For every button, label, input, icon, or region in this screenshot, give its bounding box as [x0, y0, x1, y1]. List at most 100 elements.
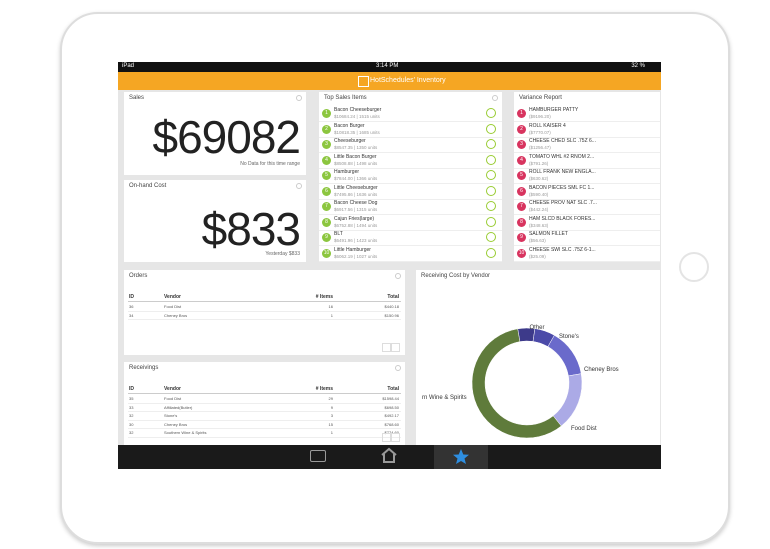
rank-badge: 9: [517, 233, 526, 242]
pager-button[interactable]: [391, 433, 400, 442]
donut-slice: [552, 373, 583, 427]
table-cell: $492.17: [384, 413, 399, 419]
column-header: Vendor: [164, 386, 181, 392]
info-icon[interactable]: [486, 185, 496, 196]
favorites-tab[interactable]: [434, 445, 488, 469]
list-row: 5 ROLL FRANK NEW ENGLA... ($630.62): [514, 168, 660, 184]
table-cell: 35: [129, 396, 134, 401]
item-name: Cheeseburger: [334, 138, 366, 144]
home-tab[interactable]: [380, 447, 398, 463]
panel-title: Top Sales Items: [324, 95, 367, 101]
list-row: 9 SALMON FILLET ($56.63): [514, 230, 660, 246]
column-header: ID: [129, 294, 134, 300]
on-hand-panel: On-hand Cost $833 Yesterday $833: [124, 180, 306, 262]
panel-title: Orders: [129, 273, 148, 279]
list-row: 3 Cheeseburger $8547.35 | 1350 units: [319, 137, 502, 153]
rank-badge: 10: [322, 248, 331, 258]
pager-button[interactable]: [382, 433, 391, 442]
info-icon[interactable]: [486, 154, 496, 165]
receivings-panel: Receivings ID Vendor # Items Total 35 Food Di…: [124, 362, 405, 445]
star-icon: [453, 449, 469, 464]
top-sales-panel: Top Sales Items 1 Bacon Cheeseburger $1068…: [319, 92, 502, 262]
orders-panel: Orders ID Vendor # Items Total 36 Food Dist 16…: [124, 270, 405, 355]
item-detail: ($1256.47): [529, 145, 551, 150]
settings-icon[interactable]: [395, 273, 401, 279]
info-icon[interactable]: [486, 170, 496, 180]
pager-button[interactable]: [382, 343, 391, 352]
list-row: 6 Little Cheeseburger $7495.86 | 1636 unit…: [319, 184, 502, 200]
camera-tab[interactable]: [310, 450, 326, 462]
column-header: ID: [129, 386, 134, 392]
item-detail: $6062.19 | 1027 units: [334, 253, 378, 259]
list-row: 9 BLT $6491.96 | 1423 units: [319, 230, 502, 246]
info-icon[interactable]: [486, 123, 496, 134]
info-icon[interactable]: [486, 139, 496, 149]
info-icon[interactable]: [486, 201, 496, 211]
info-icon[interactable]: [486, 247, 496, 258]
item-detail: ($348.63): [529, 222, 549, 228]
row-rule: [128, 310, 401, 312]
table-cell: 16: [328, 304, 333, 309]
panel-title: Receivings: [129, 365, 159, 371]
list-row: 1 Bacon Cheeseburger $10684.24 | 1515 unit…: [319, 106, 502, 122]
item-detail: ($791.26): [529, 160, 549, 166]
donut-slice: [471, 328, 562, 439]
info-icon[interactable]: [486, 216, 496, 227]
list-row: 10 CHEESE SWI SLC .75Z 6-1... ($25.09): [514, 246, 660, 262]
list-row: 5 Hamburger $7844.00 | 1366 units: [319, 168, 502, 184]
rank-badge: 7: [517, 202, 526, 211]
settings-icon[interactable]: [296, 95, 302, 101]
table-cell: 15: [328, 421, 333, 427]
info-icon[interactable]: [486, 108, 496, 118]
list-row: 10 Little Hamburger $6062.19 | 1027 units: [319, 246, 502, 262]
item-name: SALMON FILLET: [529, 231, 568, 237]
logo: [358, 76, 369, 87]
item-name: CHEESE SWI SLC .75Z 6-1...: [529, 246, 596, 253]
table-cell: 30: [129, 421, 134, 427]
sales-panel: Sales $69082 No Data for this time range: [124, 92, 306, 175]
rank-badge: 7: [322, 202, 331, 211]
table-cell: 1: [330, 430, 333, 436]
status-bar: iPad 3:14 PM 32 %: [118, 62, 661, 72]
vendor-chart-panel: Receiving Cost by Vendor Other Stone's Che…: [416, 270, 660, 445]
pager-button[interactable]: [391, 343, 400, 352]
info-icon[interactable]: [486, 232, 496, 242]
rank-badge: 4: [322, 155, 331, 165]
battery: 32 %: [631, 63, 645, 69]
item-detail: $8547.35 | 1350 units: [334, 145, 378, 150]
rank-badge: 3: [322, 140, 331, 149]
row-rule: [128, 411, 401, 413]
table-cell: Southern Wine & Spirits: [164, 430, 207, 436]
table-cell: 29: [328, 396, 333, 401]
row-rule: [128, 402, 401, 404]
column-header: Total: [387, 294, 399, 300]
item-name: Little Hamburger: [334, 246, 371, 253]
item-name: ROLL KAISER 4: [529, 122, 566, 129]
item-detail: $7844.00 | 1366 units: [334, 176, 378, 181]
list-row: 4 TOMATO WHL #2 RNOM 2... ($791.26): [514, 153, 660, 169]
list-row: 4 Little Bacon Burger $8508.88 | 1498 unit…: [319, 153, 502, 169]
table-cell: Food Dist: [164, 304, 182, 309]
row-rule: [128, 436, 401, 438]
item-name: Bacon Cheese Dog: [334, 200, 378, 206]
header-rule: [128, 301, 401, 302]
settings-icon[interactable]: [395, 365, 401, 371]
slice-label: Cheney Bros: [584, 367, 619, 373]
tab-bar: [118, 445, 661, 469]
panel-title: On-hand Cost: [129, 183, 167, 189]
table-cell: $1598.44: [382, 396, 399, 401]
rank-badge: 5: [517, 171, 526, 180]
item-detail: ($56.63): [529, 238, 546, 243]
settings-icon[interactable]: [296, 183, 302, 189]
rank-badge: 6: [322, 186, 331, 196]
list-row: 8 Cajun Fries(large) $6752.88 | 1494 units: [319, 215, 502, 231]
home-button[interactable]: [679, 252, 709, 282]
settings-icon[interactable]: [492, 95, 498, 101]
item-detail: $7495.86 | 1636 units: [334, 191, 378, 197]
donut-chart: Other Stone's Cheney Bros Food Dist rn Wine …: [422, 325, 619, 439]
slice-label: Stone's: [559, 334, 579, 340]
table-cell: 32: [129, 430, 134, 436]
item-detail: ($7770.07): [529, 129, 551, 135]
item-name: Hamburger: [334, 169, 360, 175]
